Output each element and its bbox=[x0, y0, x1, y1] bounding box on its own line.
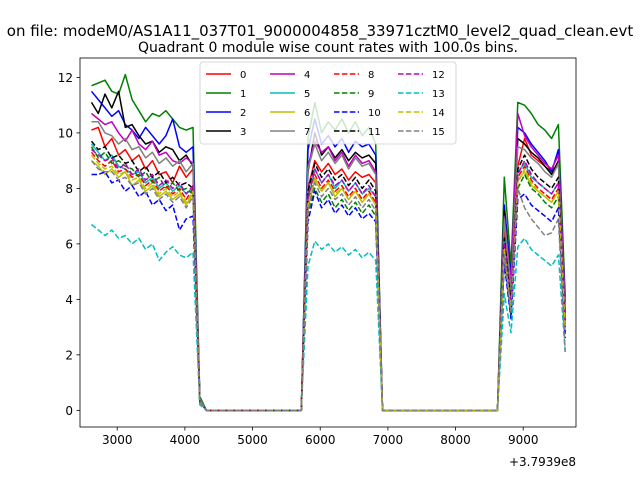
x-tick-label: 6000 bbox=[305, 433, 336, 447]
series-line-8 bbox=[90, 151, 566, 412]
series-line-13 bbox=[91, 223, 566, 412]
legend-label-7: 7 bbox=[304, 127, 310, 138]
x-tick-label: 9000 bbox=[508, 433, 539, 447]
y-tick-label: 0 bbox=[65, 404, 73, 418]
series-line-4 bbox=[91, 112, 566, 412]
x-tick-label: 8000 bbox=[440, 433, 471, 447]
legend-label-9: 9 bbox=[368, 89, 374, 100]
x-tick-label: 7000 bbox=[373, 433, 404, 447]
y-tick-label: 12 bbox=[58, 71, 73, 85]
x-tick-label: 3000 bbox=[102, 433, 133, 447]
y-tick-label: 8 bbox=[65, 182, 73, 196]
axes-frame bbox=[79, 57, 577, 428]
legend-label-8: 8 bbox=[368, 70, 374, 81]
legend-label-3: 3 bbox=[240, 127, 246, 138]
series-line-15 bbox=[90, 160, 566, 412]
legend-label-6: 6 bbox=[304, 108, 310, 119]
legend-box bbox=[199, 61, 457, 145]
x-tick-label: 5000 bbox=[237, 433, 268, 447]
series-line-14 bbox=[90, 154, 566, 412]
legend-label-13: 13 bbox=[432, 89, 445, 100]
legend-label-10: 10 bbox=[368, 108, 381, 119]
series-line-7 bbox=[91, 121, 566, 412]
legend-label-4: 4 bbox=[304, 70, 310, 81]
series-line-10 bbox=[91, 171, 566, 412]
series-line-12 bbox=[91, 149, 566, 412]
legend-label-15: 15 bbox=[432, 127, 445, 138]
chart-title: Quadrant 0 module wise count rates with … bbox=[138, 40, 518, 56]
legend-label-5: 5 bbox=[304, 89, 310, 100]
legend-label-12: 12 bbox=[432, 70, 445, 81]
legend-label-1: 1 bbox=[240, 89, 246, 100]
y-tick-label: 2 bbox=[65, 348, 73, 362]
legend-label-11: 11 bbox=[368, 127, 381, 138]
y-tick-label: 6 bbox=[65, 237, 73, 251]
legend-label-0: 0 bbox=[240, 70, 246, 81]
y-tick-label: 4 bbox=[65, 293, 73, 307]
x-offset-label: +3.7939e8 bbox=[509, 455, 576, 469]
legend-label-2: 2 bbox=[240, 108, 246, 119]
x-tick-label: 4000 bbox=[170, 433, 201, 447]
legend-label-14: 14 bbox=[432, 108, 445, 119]
y-tick-label: 10 bbox=[58, 126, 73, 140]
figure-suptitle: on file: modeM0/AS1A11_037T01_9000004858… bbox=[7, 22, 634, 41]
